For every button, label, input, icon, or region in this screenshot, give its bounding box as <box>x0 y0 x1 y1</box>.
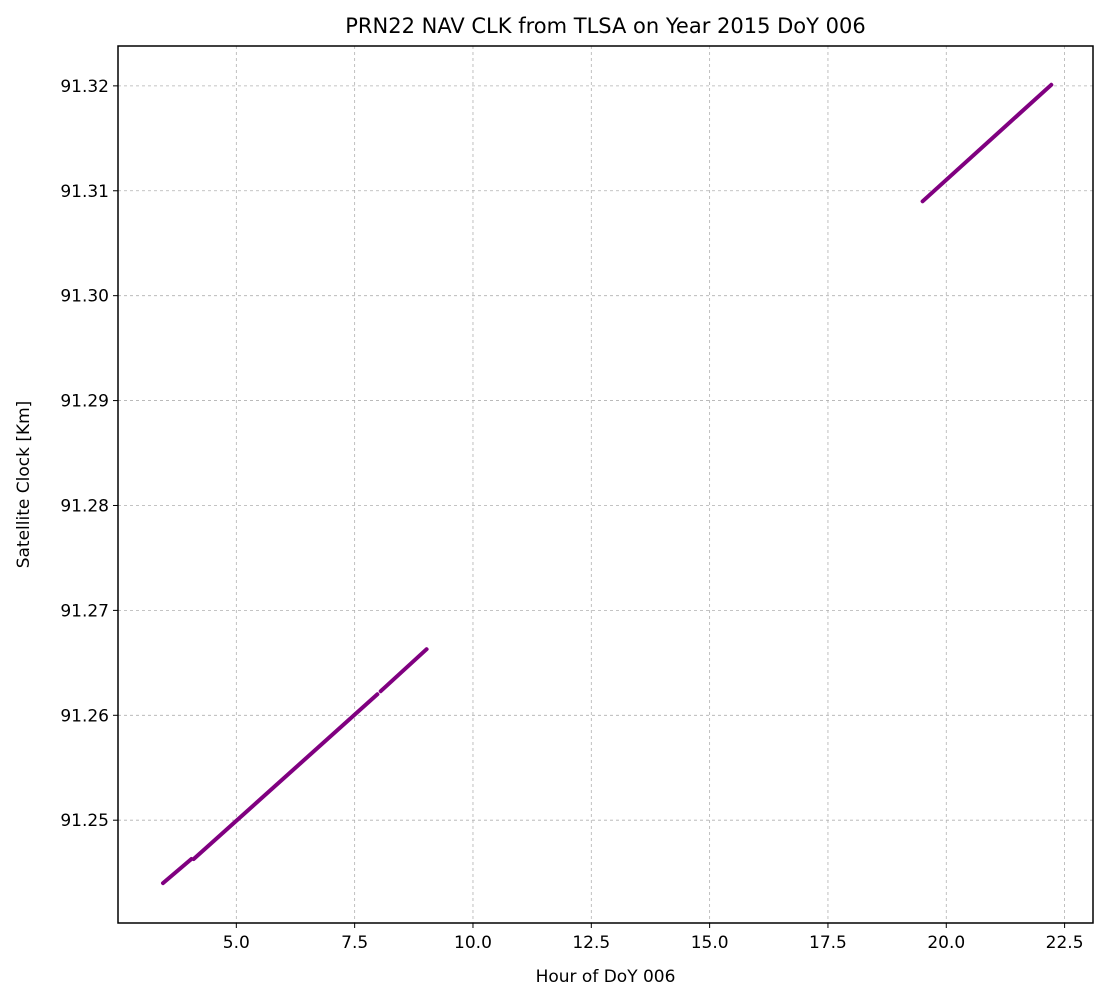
y-tick-label: 91.29 <box>60 392 109 412</box>
y-tick-label: 91.28 <box>60 496 109 516</box>
x-tick-label: 17.5 <box>809 933 847 953</box>
chart-title: PRN22 NAV CLK from TLSA on Year 2015 DoY… <box>345 14 865 38</box>
y-tick-label: 91.30 <box>60 287 109 307</box>
x-tick-label: 10.0 <box>454 933 492 953</box>
y-tick-label: 91.27 <box>60 601 109 621</box>
y-tick-label: 91.32 <box>60 77 109 97</box>
x-tick-label: 12.5 <box>572 933 610 953</box>
data-series <box>161 82 1054 886</box>
ticks: 5.0 7.5 10.0 12.5 15.0 17.5 20.0 22.5 91.25 91.26… <box>60 77 1083 953</box>
clock-line-segment <box>920 82 1054 204</box>
grid-lines <box>118 46 1093 923</box>
y-tick-label: 91.25 <box>60 811 109 831</box>
y-tick-label: 91.31 <box>60 182 109 202</box>
x-tick-label: 22.5 <box>1046 933 1084 953</box>
x-tick-label: 5.0 <box>223 933 250 953</box>
clock-line-segment <box>191 692 380 861</box>
x-tick-label: 15.0 <box>691 933 729 953</box>
clock-line-segment <box>378 647 429 694</box>
plot-frame <box>117 45 1094 924</box>
x-tick-label: 7.5 <box>341 933 368 953</box>
y-axis-label: Satellite Clock [Km] <box>14 401 34 569</box>
x-tick-label: 20.0 <box>927 933 965 953</box>
clock-line-segment <box>161 857 194 886</box>
x-axis-label: Hour of DoY 006 <box>536 967 676 987</box>
y-tick-label: 91.26 <box>60 706 109 726</box>
